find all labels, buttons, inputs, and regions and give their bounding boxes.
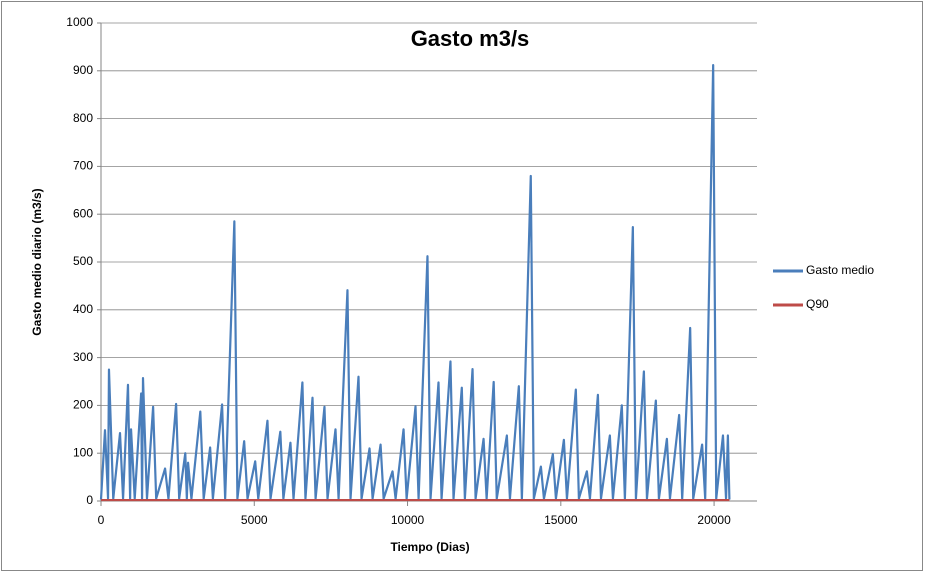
y-tick-label: 600	[73, 206, 93, 220]
x-tick-label: 0	[98, 513, 105, 527]
legend-label: Q90	[806, 297, 829, 311]
x-tick-label: 10000	[391, 513, 425, 527]
y-tick-label: 800	[73, 111, 93, 125]
y-tick-label: 100	[73, 445, 93, 459]
y-tick-label: 200	[73, 398, 93, 412]
chart-title: Gasto m3/s	[411, 26, 530, 51]
x-tick-label: 20000	[697, 513, 731, 527]
x-tick-label: 15000	[544, 513, 578, 527]
y-tick-label: 500	[73, 254, 93, 268]
x-axis-label: Tiempo (Dias)	[390, 540, 469, 554]
y-tick-label: 900	[73, 63, 93, 77]
y-axis-label: Gasto medio diario (m3/s)	[30, 188, 44, 335]
legend-label: Gasto medio	[806, 263, 874, 277]
y-tick-label: 400	[73, 302, 93, 316]
y-tick-label: 700	[73, 159, 93, 173]
y-tick-label: 300	[73, 350, 93, 364]
x-tick-label: 5000	[241, 513, 268, 527]
line-series	[99, 63, 731, 500]
y-tick-label: 0	[86, 493, 93, 507]
y-tick-label: 1000	[66, 15, 93, 29]
